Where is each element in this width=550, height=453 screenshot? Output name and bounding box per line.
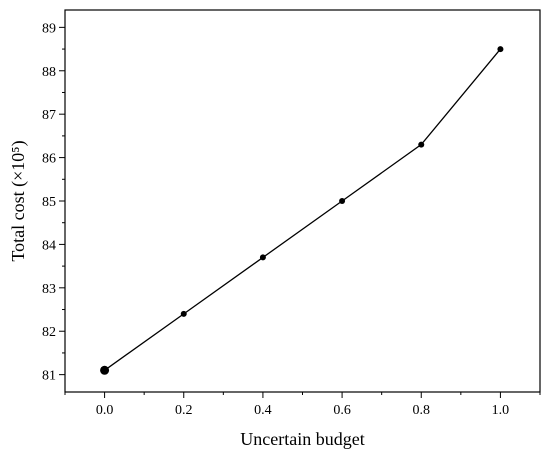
y-tick-label: 85: [42, 195, 56, 210]
x-axis-label: Uncertain budget: [240, 429, 364, 449]
y-tick-label: 83: [42, 282, 56, 297]
series-line: [104, 48, 501, 371]
data-point: [100, 365, 110, 375]
x-tick-label: 0.6: [333, 403, 351, 418]
y-tick-label: 81: [42, 369, 56, 384]
x-tick-label: 0.4: [254, 403, 272, 418]
data-point: [497, 46, 504, 53]
y-axis-label: Total cost (×10⁵): [8, 140, 29, 261]
data-point: [180, 310, 187, 317]
data-point: [339, 198, 346, 204]
y-tick-label: 82: [42, 325, 56, 340]
y-tick-label: 88: [42, 65, 56, 80]
x-tick-label: 0.2: [175, 403, 193, 418]
data-point: [418, 141, 425, 148]
y-tick-label: 86: [42, 152, 56, 167]
data-point: [259, 254, 266, 261]
x-axis-ticks: 0.0 0.2 0.4 0.6 0.8 1.0: [64, 392, 541, 418]
plot-frame: [64, 9, 541, 393]
y-tick-label: 84: [42, 238, 56, 253]
y-tick-label: 89: [42, 21, 56, 36]
y-axis-ticks: 81 82 83 84 85 86 87 88 89: [42, 21, 65, 384]
x-tick-label: 0.8: [413, 403, 431, 418]
x-tick-label: 0.0: [96, 403, 114, 418]
x-tick-label: 1.0: [492, 403, 510, 418]
y-tick-label: 87: [42, 108, 56, 123]
series-layer: [100, 46, 504, 375]
